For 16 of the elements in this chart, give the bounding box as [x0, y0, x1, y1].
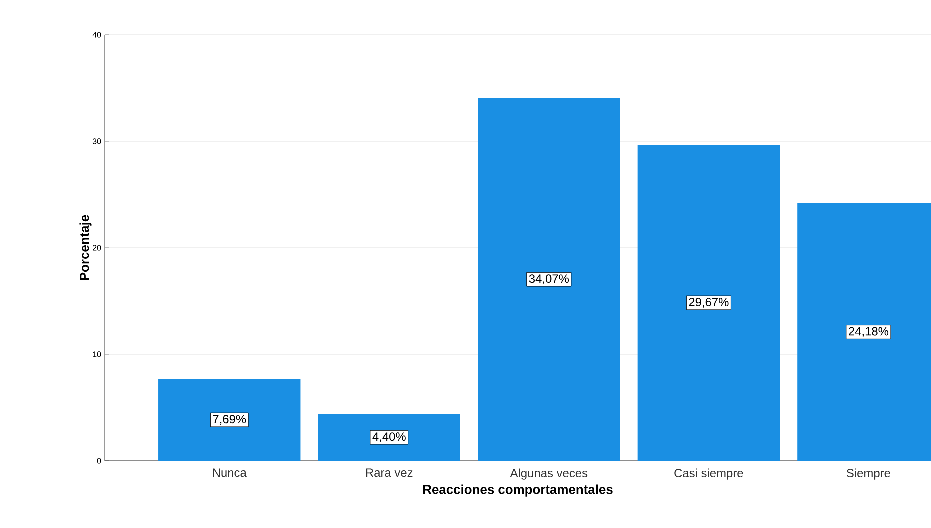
data-label: 29,67% [689, 298, 729, 308]
bar [318, 414, 460, 461]
x-tick-label: Nunca [213, 468, 247, 478]
bar [478, 98, 620, 461]
x-tick-label: Siempre [846, 468, 890, 480]
bar [158, 379, 301, 461]
data-label: 7,69% [213, 415, 246, 425]
data-label: 24,18% [849, 327, 889, 338]
x-tick-label: Casi siempre [674, 468, 744, 480]
x-tick-label: Algunas veces [510, 468, 588, 480]
x-tick-label: Rara vez [366, 468, 413, 478]
x-axis-title: Reacciones comportamentales [423, 484, 613, 497]
y-axis-title: Porcentaje [80, 215, 92, 280]
bar [638, 145, 780, 461]
data-label: 4,40% [372, 432, 406, 443]
data-label: 34,07% [529, 274, 569, 285]
